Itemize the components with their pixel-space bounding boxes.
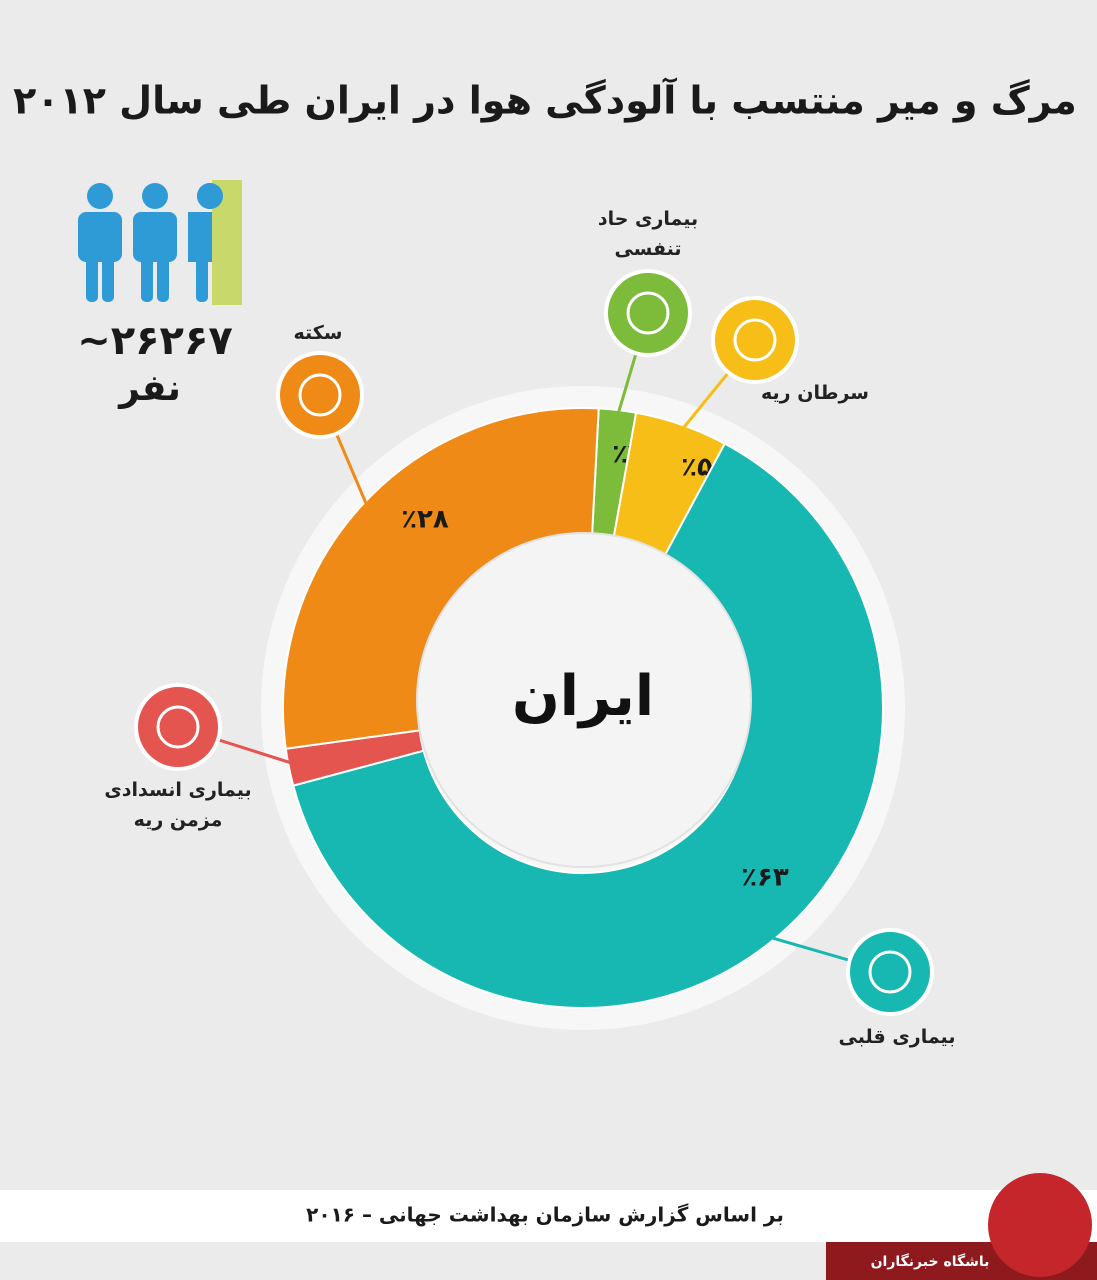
logo-text: باشگاه خبرنگاران <box>871 1253 990 1270</box>
category-label: سرطان ریه <box>761 382 869 404</box>
icon-glyph <box>298 373 342 417</box>
icon-glyph <box>626 291 670 335</box>
footer-bar <box>0 1190 1097 1242</box>
total-label: ~۲۶۲۶۷ <box>77 318 233 364</box>
category-label: سکته <box>293 322 343 344</box>
icon-glyph <box>868 950 912 994</box>
category-label: بیماری حاد تنفسی <box>597 208 699 260</box>
category-label: بیماری انسدادی مزمن ریه <box>104 779 252 831</box>
center-label: ایران <box>512 664 654 729</box>
icon-circle <box>604 269 692 357</box>
logo-circle <box>988 1173 1092 1277</box>
icon-glyph <box>156 705 200 749</box>
source: بر اساس گزارش سازمان بهداشت جهانی – ۲۰۱۶ <box>306 1203 784 1227</box>
center-disc <box>416 532 752 868</box>
total-unit: نفر <box>117 368 181 409</box>
icon-circle <box>134 683 222 771</box>
icon-glyph <box>733 318 777 362</box>
people-icon <box>78 180 242 305</box>
chart-title: مرگ و میر منتسب با آلودگی هوا در ایران ط… <box>13 77 1077 124</box>
value-label: ٪۲۸ <box>401 505 449 535</box>
icon-circle <box>846 928 934 1016</box>
value-label: ٪۶۳ <box>741 863 789 893</box>
icon-circle <box>276 351 364 439</box>
category-label: بیماری قلبی <box>838 1026 956 1048</box>
icon-circle <box>711 296 799 384</box>
